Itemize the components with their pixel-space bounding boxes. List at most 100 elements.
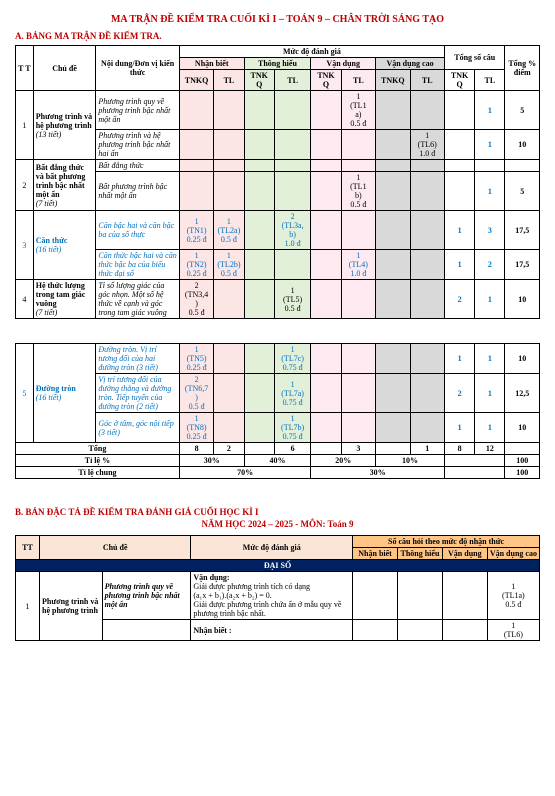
r5s1-tl: 10 (505, 344, 540, 374)
section-b-header: B. BẢN ĐẶC TẢ ĐỀ KIỂM TRA ĐÁNH GIÁ CUỐI … (15, 507, 540, 517)
tong-sumtl: 12 (475, 443, 505, 455)
r5-chude: Đường tròn(16 tiết) (33, 344, 96, 443)
tile-label: Tỉ lệ % (16, 455, 180, 467)
tong-vdtl: 3 (341, 443, 375, 455)
r3s2-nbtnkq: 1 (TN2) 0.25 đ (179, 250, 213, 280)
r3s1-tl: 17,5 (505, 211, 540, 250)
r5s1-thtl: 1 (TL7c) 0.75 đ (274, 344, 311, 374)
tile-30: 30% (179, 455, 244, 467)
r1s2-name: Phương trình và hệ phương trình bậc nhất… (96, 130, 180, 160)
tong-thtnkq: 6 (274, 443, 311, 455)
b-th: Thông hiểu (398, 548, 443, 560)
tilechung-100: 100 (505, 467, 540, 479)
h-tl3: TL (341, 70, 375, 91)
h-tongcau: Tổng số câu (444, 46, 505, 70)
b-r1-nd: Phương trình quy về phương trình bậc nhấ… (102, 572, 191, 620)
tong-sumtnkq: 8 (444, 443, 474, 455)
h-tt: T T (16, 46, 34, 91)
r5s3-name: Góc ở tâm, góc nội tiếp (3 tiết) (96, 413, 180, 443)
r3-tt: 3 (16, 211, 34, 280)
h-tl1: TL (214, 70, 244, 91)
r5s3-tl: 10 (505, 413, 540, 443)
b-vd: Vận dụng (442, 548, 487, 560)
r3s1-tnkq: 1 (444, 211, 474, 250)
matrix-table-1: T T Chủ đề Nội dung/Đơn vị kiến thức Mức… (15, 45, 540, 319)
r4-tt: 4 (16, 280, 34, 319)
h-sumtl: TL (475, 70, 505, 91)
r3s2-nbtl: 1 (TL2b) 0.5 đ (214, 250, 244, 280)
r5s3-thtl: 1 (TL7b) 0.75 đ (274, 413, 311, 443)
tile-100a: 100 (505, 455, 540, 467)
h-nb: Nhận biết (179, 58, 244, 70)
r5s1-name: Đường tròn. Vị trí tương đối của hai đườ… (96, 344, 180, 374)
r1s1-vdtl: 1 (TL1 a) 0.5 đ (341, 91, 375, 130)
r2s2-vdtl: 1 (TL1 b) 0.5 đ (341, 172, 375, 211)
h-tnkq4: TNKQ (376, 70, 410, 91)
r2s1-name: Bất đẳng thức (96, 160, 180, 172)
b-chude: Chủ đề (40, 536, 191, 560)
r5s2-nbtnkq: 2 (TN6,7 ) 0.5 đ (179, 374, 213, 413)
r3s1-nbtl: 1 (TL2a) 0.5 đ (214, 211, 244, 250)
r5s3-tlc: 1 (475, 413, 505, 443)
r3s2-tl: 17,5 (505, 250, 540, 280)
tile-20: 20% (311, 455, 376, 467)
b-vdc: Vận dụng cao (487, 548, 539, 560)
r5s1-tnkq: 1 (444, 344, 474, 374)
tong-nbtl: 2 (214, 443, 244, 455)
r5s3-tnkq: 1 (444, 413, 474, 443)
b-r1-chude: Phương trình và hệ phương trình (40, 572, 103, 641)
r3s1-tlc: 3 (475, 211, 505, 250)
tile-10: 10% (376, 455, 445, 467)
r1s1-tlc: 1 (475, 91, 505, 130)
b-r1-desc: Vận dụng: Giải được phương trình tích có… (191, 572, 353, 620)
r2s2-tlc: 1 (475, 172, 505, 211)
r4s1-nbtnkq: 2 (TN3,4 ) 0.5 đ (179, 280, 213, 319)
b-nb: Nhận biết (353, 548, 398, 560)
r1s1-tl: 5 (505, 91, 540, 130)
r5-tt: 5 (16, 344, 34, 443)
tong-vdctl: 1 (410, 443, 444, 455)
b-r2-nb: Nhận biết : (191, 620, 353, 641)
doc-title: MA TRẬN ĐỀ KIỂM TRA CUỐI KÌ I – TOÁN 9 –… (15, 14, 540, 25)
b-tt: TT (16, 536, 40, 560)
r4s1-name: Tỉ số lượng giác của góc nhọn. Một số hệ… (96, 280, 180, 319)
r4s1-tlc: 1 (475, 280, 505, 319)
h-mucdo: Mức độ đánh giá (179, 46, 444, 58)
r1s2-tl: 10 (505, 130, 540, 160)
r4s1-tl: 10 (505, 280, 540, 319)
r2-chude: Bất đẳng thức và bất phương trình bậc nh… (33, 160, 96, 211)
r4s1-thtl: 1 (TL5) 0.5 đ (274, 280, 311, 319)
b-mucdo: Mức độ đánh giá (191, 536, 353, 560)
r5s2-tl: 12,5 (505, 374, 540, 413)
h-tl4: TL (410, 70, 444, 91)
r5s1-nbtnkq: 1 (TN5) 0.25 đ (179, 344, 213, 374)
spec-table: TT Chủ đề Mức độ đánh giá Số câu hỏi the… (15, 535, 540, 641)
r2-tt: 2 (16, 160, 34, 211)
b-r1-vdc: 1 (TL1a) 0.5 đ (487, 572, 539, 620)
h-noidung: Nội dung/Đơn vị kiến thức (96, 46, 180, 91)
tilechung-70: 70% (179, 467, 311, 479)
section-a-header: A. BẢNG MA TRẬN ĐỀ KIỂM TRA. (15, 31, 540, 41)
r1-tt: 1 (16, 91, 34, 160)
r3s1-thtl: 2 (TL3a, b) 1.0 đ (274, 211, 311, 250)
r5s3-nbtnkq: 1 (TN8) 0.25 đ (179, 413, 213, 443)
b-daiso: ĐẠI SỐ (16, 560, 540, 572)
h-tnkq2: TNK Q (244, 70, 274, 91)
h-vd: Vận dụng (311, 58, 376, 70)
b-socau: Số câu hỏi theo mức độ nhận thức (353, 536, 540, 548)
r1-chude: Phương trình và hệ phương trình(13 tiết) (33, 91, 96, 160)
tile-40: 40% (244, 455, 311, 467)
h-vdc: Vận dụng cao (376, 58, 445, 70)
r1s1-name: Phương trình quy về phương trình bậc nhấ… (96, 91, 180, 130)
r5s1-tlc: 1 (475, 344, 505, 374)
b-r2-vdc: 1 (TL6) (487, 620, 539, 641)
h-chude: Chủ đề (33, 46, 96, 91)
r5s2-thtl: 1 (TL7a) 0.75 đ (274, 374, 311, 413)
r4s1-tnkq: 2 (444, 280, 474, 319)
tilechung-label: Tỉ lệ chung (16, 467, 180, 479)
h-tnkq1: TNKQ (179, 70, 213, 91)
r4-chude: Hệ thức lượng trong tam giác vuông(7 tiế… (33, 280, 96, 319)
h-th: Thông hiểu (244, 58, 311, 70)
matrix-table-2: 5 Đường tròn(16 tiết) Đường tròn. Vị trí… (15, 343, 540, 479)
h-sumtnkq: TNK Q (444, 70, 474, 91)
